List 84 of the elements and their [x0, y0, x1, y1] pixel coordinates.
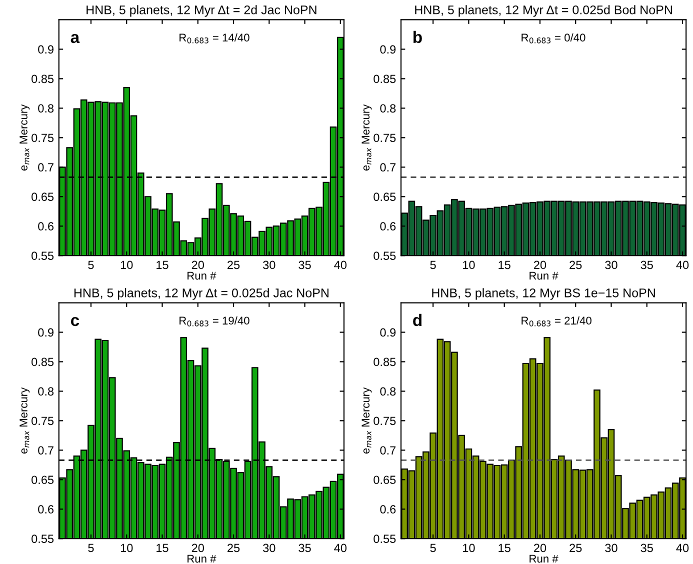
y-tick-label: 0.8: [38, 387, 54, 396]
y-tick-label: 0.6: [380, 222, 396, 231]
x-tick-label: 40: [334, 544, 347, 552]
y-tick-label: 0.75: [32, 416, 54, 426]
x-tick-label: 10: [463, 260, 475, 270]
y-tick-label: 0.85: [374, 358, 396, 366]
y-tick-label: 0.9: [380, 328, 396, 337]
y-axis-title: e$_{max}$ Mercury: [20, 104, 30, 171]
x-tick-label: 5: [88, 544, 94, 552]
annotation: c: [70, 316, 80, 326]
x-tick-label: 15: [498, 260, 510, 270]
x-tick-label: 15: [498, 544, 510, 552]
x-tick-label: 5: [88, 260, 94, 270]
x-tick-label: 30: [605, 260, 618, 270]
x-tick-label: 30: [605, 544, 618, 552]
y-tick-label: 0.6: [380, 505, 396, 514]
y-tick-label: 0.85: [32, 74, 54, 84]
y-tick-label: 0.65: [32, 476, 54, 484]
x-axis-title: Run #: [188, 554, 216, 563]
x-tick-label: 10: [120, 544, 133, 552]
y-tick-label: 0.55: [374, 252, 396, 260]
annotation: R$_{0.683}$ = 19/40: [180, 316, 250, 326]
x-tick-label: 5: [430, 544, 436, 552]
y-tick-label: 0.6: [38, 222, 54, 231]
y-tick-label: 0.6: [38, 505, 54, 514]
x-tick-label: 20: [192, 544, 204, 552]
chart-title: HNB, 5 planets, 12 Myr BS 1e−15 NoPN: [432, 288, 655, 300]
y-tick-label: 0.65: [32, 192, 54, 202]
y-tick-label: 0.65: [374, 476, 396, 484]
y-tick-label: 0.55: [374, 534, 396, 544]
x-tick-label: 5: [430, 260, 436, 270]
annotation: d: [413, 314, 422, 326]
annotation: R$_{0.683}$ = 0/40: [522, 33, 586, 44]
x-tick-label: 30: [263, 544, 276, 552]
y-tick-label: 0.8: [380, 104, 396, 113]
annotation: R$_{0.683}$ = 14/40: [180, 33, 250, 44]
y-tick-label: 0.9: [38, 328, 54, 337]
x-tick-label: 25: [228, 544, 240, 552]
x-tick-label: 20: [534, 544, 546, 552]
x-tick-label: 20: [192, 260, 204, 270]
annotation: R$_{0.683}$ = 21/40: [522, 316, 592, 326]
y-tick-label: 0.7: [38, 446, 54, 455]
chart-title: HNB, 5 planets, 12 Myr Δt = 0.025d Jac NoPN: [74, 288, 328, 300]
x-tick-label: 15: [156, 260, 168, 270]
x-tick-label: 30: [263, 260, 276, 270]
y-tick-label: 0.55: [32, 252, 54, 260]
y-axis-title: e$_{max}$ Mercury: [362, 387, 372, 454]
x-axis-title: Run #: [530, 272, 558, 280]
y-tick-label: 0.75: [374, 416, 396, 426]
annotation: a: [70, 34, 80, 44]
x-tick-label: 35: [298, 544, 311, 552]
x-tick-label: 10: [120, 260, 133, 270]
y-tick-label: 0.9: [380, 45, 396, 54]
y-tick-label: 0.65: [374, 192, 396, 202]
x-tick-label: 35: [640, 544, 653, 552]
chart-title: HNB, 5 planets, 12 Myr Δt = 0.025d Bod NoPN: [415, 5, 672, 17]
y-tick-label: 0.8: [38, 104, 54, 113]
x-axis-title: Run #: [188, 272, 216, 280]
y-tick-label: 0.7: [380, 446, 396, 455]
y-tick-label: 0.9: [38, 45, 54, 54]
x-axis-title: Run #: [530, 554, 558, 563]
x-tick-label: 40: [334, 260, 347, 270]
x-tick-label: 40: [676, 544, 689, 552]
x-tick-label: 35: [298, 260, 311, 270]
x-tick-label: 40: [676, 260, 689, 270]
y-tick-label: 0.7: [38, 163, 54, 172]
y-axis-title: e$_{max}$ Mercury: [20, 387, 30, 454]
x-tick-label: 15: [156, 544, 168, 552]
y-tick-label: 0.7: [380, 163, 396, 172]
y-tick-label: 0.75: [32, 134, 54, 142]
x-tick-label: 20: [534, 260, 546, 270]
y-tick-label: 0.8: [380, 387, 396, 396]
annotation: b: [413, 30, 422, 44]
y-tick-label: 0.85: [374, 74, 396, 84]
chart-title: HNB, 5 planets, 12 Myr Δt = 2d Jac NoPN: [86, 5, 316, 17]
x-tick-label: 25: [228, 260, 240, 270]
y-tick-label: 0.75: [374, 134, 396, 142]
x-tick-label: 25: [570, 260, 582, 270]
y-tick-label: 0.55: [32, 534, 54, 544]
x-tick-label: 10: [463, 544, 475, 552]
y-tick-label: 0.85: [32, 358, 54, 366]
x-tick-label: 25: [570, 544, 582, 552]
x-tick-label: 35: [640, 260, 653, 270]
y-axis-title: e$_{max}$ Mercury: [362, 104, 372, 171]
